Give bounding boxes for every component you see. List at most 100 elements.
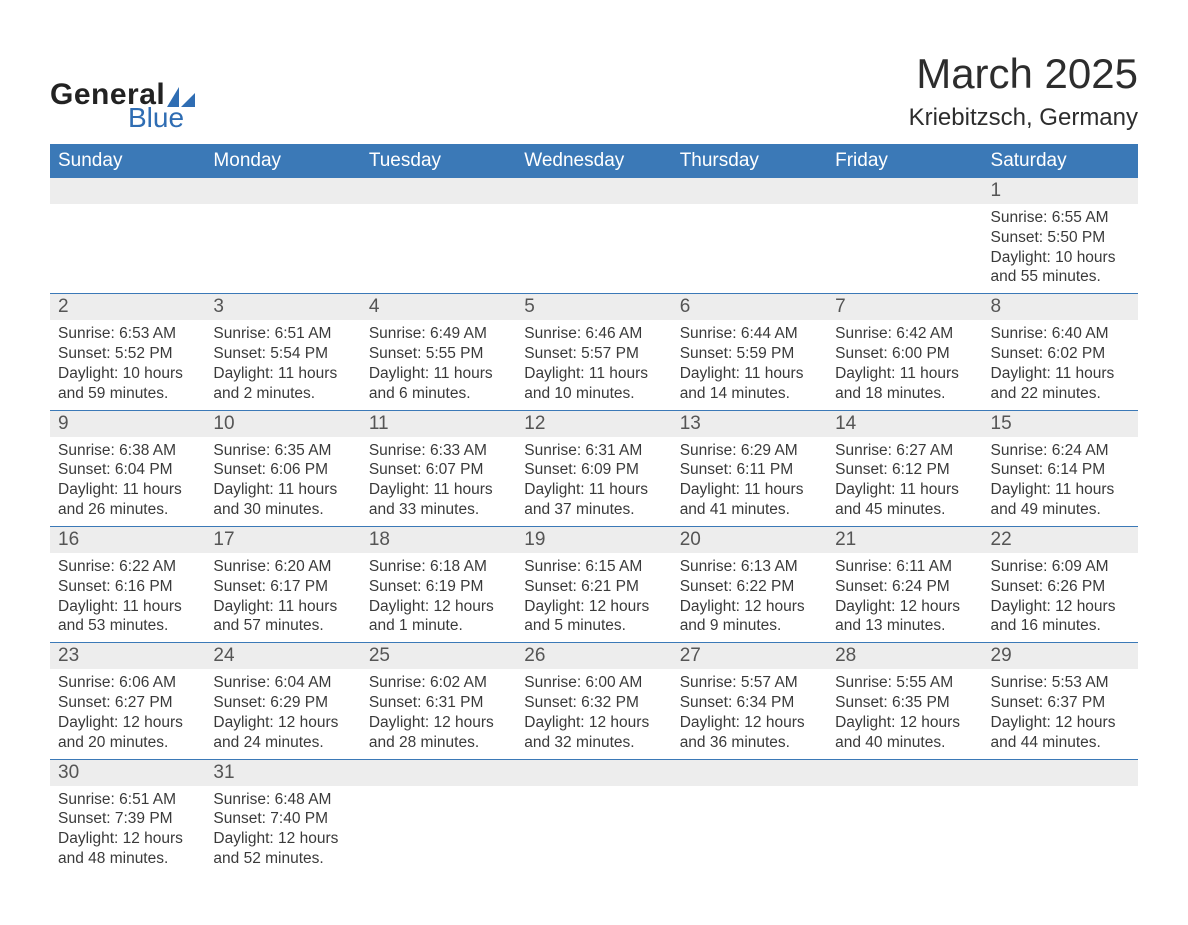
day-details [983,786,1138,806]
sunrise-line: Sunrise: 6:35 AM [213,441,352,461]
day-number: 21 [827,527,982,553]
daylight-line: Daylight: 12 hours and 5 minutes. [524,597,663,637]
day-details: Sunrise: 6:53 AMSunset: 5:52 PMDaylight:… [50,320,205,409]
brand-word-2: Blue [128,104,195,132]
sunset-line: Sunset: 6:00 PM [835,344,974,364]
sunrise-line: Sunrise: 6:51 AM [213,324,352,344]
day-number: 18 [361,527,516,553]
day-details: Sunrise: 6:29 AMSunset: 6:11 PMDaylight:… [672,437,827,526]
day-number [516,178,671,204]
daylight-line: Daylight: 12 hours and 40 minutes. [835,713,974,753]
calendar-week-row: 1Sunrise: 6:55 AMSunset: 5:50 PMDaylight… [50,178,1138,294]
day-details: Sunrise: 6:04 AMSunset: 6:29 PMDaylight:… [205,669,360,758]
day-details: Sunrise: 5:53 AMSunset: 6:37 PMDaylight:… [983,669,1138,758]
sunset-line: Sunset: 6:37 PM [991,693,1130,713]
calendar-cell: 9Sunrise: 6:38 AMSunset: 6:04 PMDaylight… [50,410,205,526]
day-number [361,760,516,786]
calendar-cell [827,178,982,294]
daylight-line: Daylight: 11 hours and 37 minutes. [524,480,663,520]
day-details [516,204,671,224]
sunset-line: Sunset: 6:12 PM [835,460,974,480]
daylight-line: Daylight: 11 hours and 30 minutes. [213,480,352,520]
calendar-cell: 24Sunrise: 6:04 AMSunset: 6:29 PMDayligh… [205,643,360,759]
day-details: Sunrise: 6:22 AMSunset: 6:16 PMDaylight:… [50,553,205,642]
daylight-line: Daylight: 12 hours and 1 minute. [369,597,508,637]
day-number: 11 [361,411,516,437]
calendar-week-row: 9Sunrise: 6:38 AMSunset: 6:04 PMDaylight… [50,410,1138,526]
day-header: Thursday [672,144,827,178]
sunrise-line: Sunrise: 6:38 AM [58,441,197,461]
day-details: Sunrise: 6:33 AMSunset: 6:07 PMDaylight:… [361,437,516,526]
calendar-cell [516,759,671,875]
sunrise-line: Sunrise: 6:42 AM [835,324,974,344]
sunset-line: Sunset: 6:11 PM [680,460,819,480]
daylight-line: Daylight: 12 hours and 13 minutes. [835,597,974,637]
calendar-cell: 4Sunrise: 6:49 AMSunset: 5:55 PMDaylight… [361,294,516,410]
calendar-cell: 14Sunrise: 6:27 AMSunset: 6:12 PMDayligh… [827,410,982,526]
calendar-cell [205,178,360,294]
daylight-line: Daylight: 10 hours and 55 minutes. [991,248,1130,288]
sunset-line: Sunset: 6:29 PM [213,693,352,713]
sunrise-line: Sunrise: 5:55 AM [835,673,974,693]
day-details: Sunrise: 6:13 AMSunset: 6:22 PMDaylight:… [672,553,827,642]
day-details: Sunrise: 6:27 AMSunset: 6:12 PMDaylight:… [827,437,982,526]
day-details [205,204,360,224]
day-details: Sunrise: 5:57 AMSunset: 6:34 PMDaylight:… [672,669,827,758]
day-details: Sunrise: 6:15 AMSunset: 6:21 PMDaylight:… [516,553,671,642]
sunrise-line: Sunrise: 6:20 AM [213,557,352,577]
day-number: 6 [672,294,827,320]
day-details [361,786,516,806]
sunrise-line: Sunrise: 6:13 AM [680,557,819,577]
calendar-cell [672,759,827,875]
sunrise-line: Sunrise: 6:11 AM [835,557,974,577]
calendar-cell: 21 Sunrise: 6:11 AMSunset: 6:24 PMDayligh… [827,526,982,642]
sunrise-line: Sunrise: 6:15 AM [524,557,663,577]
calendar-cell [361,759,516,875]
calendar-week-row: 30Sunrise: 6:51 AMSunset: 7:39 PMDayligh… [50,759,1138,875]
daylight-line: Daylight: 12 hours and 36 minutes. [680,713,819,753]
sunrise-line: Sunrise: 6:27 AM [835,441,974,461]
daylight-line: Daylight: 11 hours and 45 minutes. [835,480,974,520]
calendar-cell [516,178,671,294]
day-header: Tuesday [361,144,516,178]
day-details: Sunrise: 6:48 AMSunset: 7:40 PMDaylight:… [205,786,360,875]
sunrise-line: Sunrise: 6:00 AM [524,673,663,693]
daylight-line: Daylight: 12 hours and 28 minutes. [369,713,508,753]
calendar-table: Sunday Monday Tuesday Wednesday Thursday… [50,144,1138,875]
sunrise-line: Sunrise: 6:22 AM [58,557,197,577]
day-details: Sunrise: 5:55 AMSunset: 6:35 PMDaylight:… [827,669,982,758]
sunset-line: Sunset: 6:24 PM [835,577,974,597]
sunset-line: Sunset: 7:39 PM [58,809,197,829]
sunset-line: Sunset: 6:34 PM [680,693,819,713]
day-number [672,760,827,786]
daylight-line: Daylight: 11 hours and 26 minutes. [58,480,197,520]
calendar-cell: 15Sunrise: 6:24 AMSunset: 6:14 PMDayligh… [983,410,1138,526]
day-number: 13 [672,411,827,437]
sunset-line: Sunset: 6:26 PM [991,577,1130,597]
month-title: March 2025 [909,50,1138,98]
calendar-cell: 8Sunrise: 6:40 AMSunset: 6:02 PMDaylight… [983,294,1138,410]
day-details: Sunrise: 6:06 AMSunset: 6:27 PMDaylight:… [50,669,205,758]
daylight-line: Daylight: 12 hours and 44 minutes. [991,713,1130,753]
calendar-cell: 12Sunrise: 6:31 AMSunset: 6:09 PMDayligh… [516,410,671,526]
daylight-line: Daylight: 11 hours and 49 minutes. [991,480,1130,520]
day-number: 7 [827,294,982,320]
day-number [516,760,671,786]
sunset-line: Sunset: 6:31 PM [369,693,508,713]
day-details: Sunrise: 6:35 AMSunset: 6:06 PMDaylight:… [205,437,360,526]
daylight-line: Daylight: 11 hours and 18 minutes. [835,364,974,404]
day-details [672,786,827,806]
calendar-cell: 10Sunrise: 6:35 AMSunset: 6:06 PMDayligh… [205,410,360,526]
day-number: 20 [672,527,827,553]
daylight-line: Daylight: 11 hours and 2 minutes. [213,364,352,404]
brand-logo: General Blue [50,80,195,132]
day-number: 26 [516,643,671,669]
sunset-line: Sunset: 6:06 PM [213,460,352,480]
sunset-line: Sunset: 5:59 PM [680,344,819,364]
calendar-cell: 28Sunrise: 5:55 AMSunset: 6:35 PMDayligh… [827,643,982,759]
day-number: 12 [516,411,671,437]
day-number [205,178,360,204]
calendar-cell: 30Sunrise: 6:51 AMSunset: 7:39 PMDayligh… [50,759,205,875]
calendar-cell [672,178,827,294]
calendar-cell: 22Sunrise: 6:09 AMSunset: 6:26 PMDayligh… [983,526,1138,642]
